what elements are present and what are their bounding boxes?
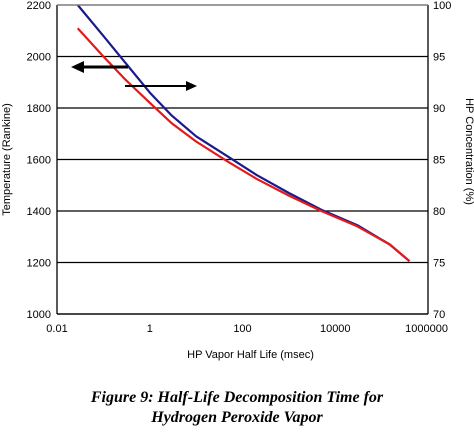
x-axis-title: HP Vapor Half Life (msec) [187,349,314,361]
x-tick-label: 100 [233,323,251,335]
y-tick-label: 1600 [27,155,51,167]
series-line-2 [76,27,411,263]
left-arrow-head [71,61,84,73]
x-tick-label: 1000000 [405,323,448,335]
y2-tick-label: 90 [433,103,445,115]
caption-line-2: Hydrogen Peroxide Vapor [151,409,323,426]
y-tick-label: 2200 [27,0,51,12]
right-arrow-head [186,81,197,91]
series-group [76,4,411,263]
y-tick-label: 1800 [27,103,51,115]
figure-caption: Figure 9: Half-Life Decomposition Time f… [0,388,474,428]
x-tick-label: 1 [147,323,153,335]
x-tick-label: 10000 [320,323,351,335]
series-line-1 [76,4,411,263]
y2-tick-label: 95 [433,52,445,64]
y-tick-label: 1200 [27,258,51,270]
axis-arrows [71,61,197,91]
y2-tick-label: 80 [433,206,445,218]
axes [56,4,429,315]
y-axis-title: Temperature (Rankine) [1,103,13,216]
gridlines [57,4,428,315]
y-tick-label: 2000 [27,52,51,64]
y2-tick-label: 85 [433,155,445,167]
y-tick-label: 1400 [27,206,51,218]
x-tick-label: 0.01 [46,323,67,335]
y-tick-label: 1000 [27,309,51,321]
tick-labels: 1000 1200 1400 1600 1800 2000 2200 70 75 80 85 90 95… [27,0,452,335]
y2-tick-label: 75 [433,258,445,270]
y2-tick-label: 100 [433,0,451,12]
y2-axis-title: HP Concentration (%) [463,98,474,205]
caption-line-1: Figure 9: Half-Life Decomposition Time f… [90,389,384,406]
chart: 1000 1200 1400 1600 1800 2000 2200 70 75 80 85 90 95… [1,0,474,361]
y2-tick-label: 70 [433,309,445,321]
